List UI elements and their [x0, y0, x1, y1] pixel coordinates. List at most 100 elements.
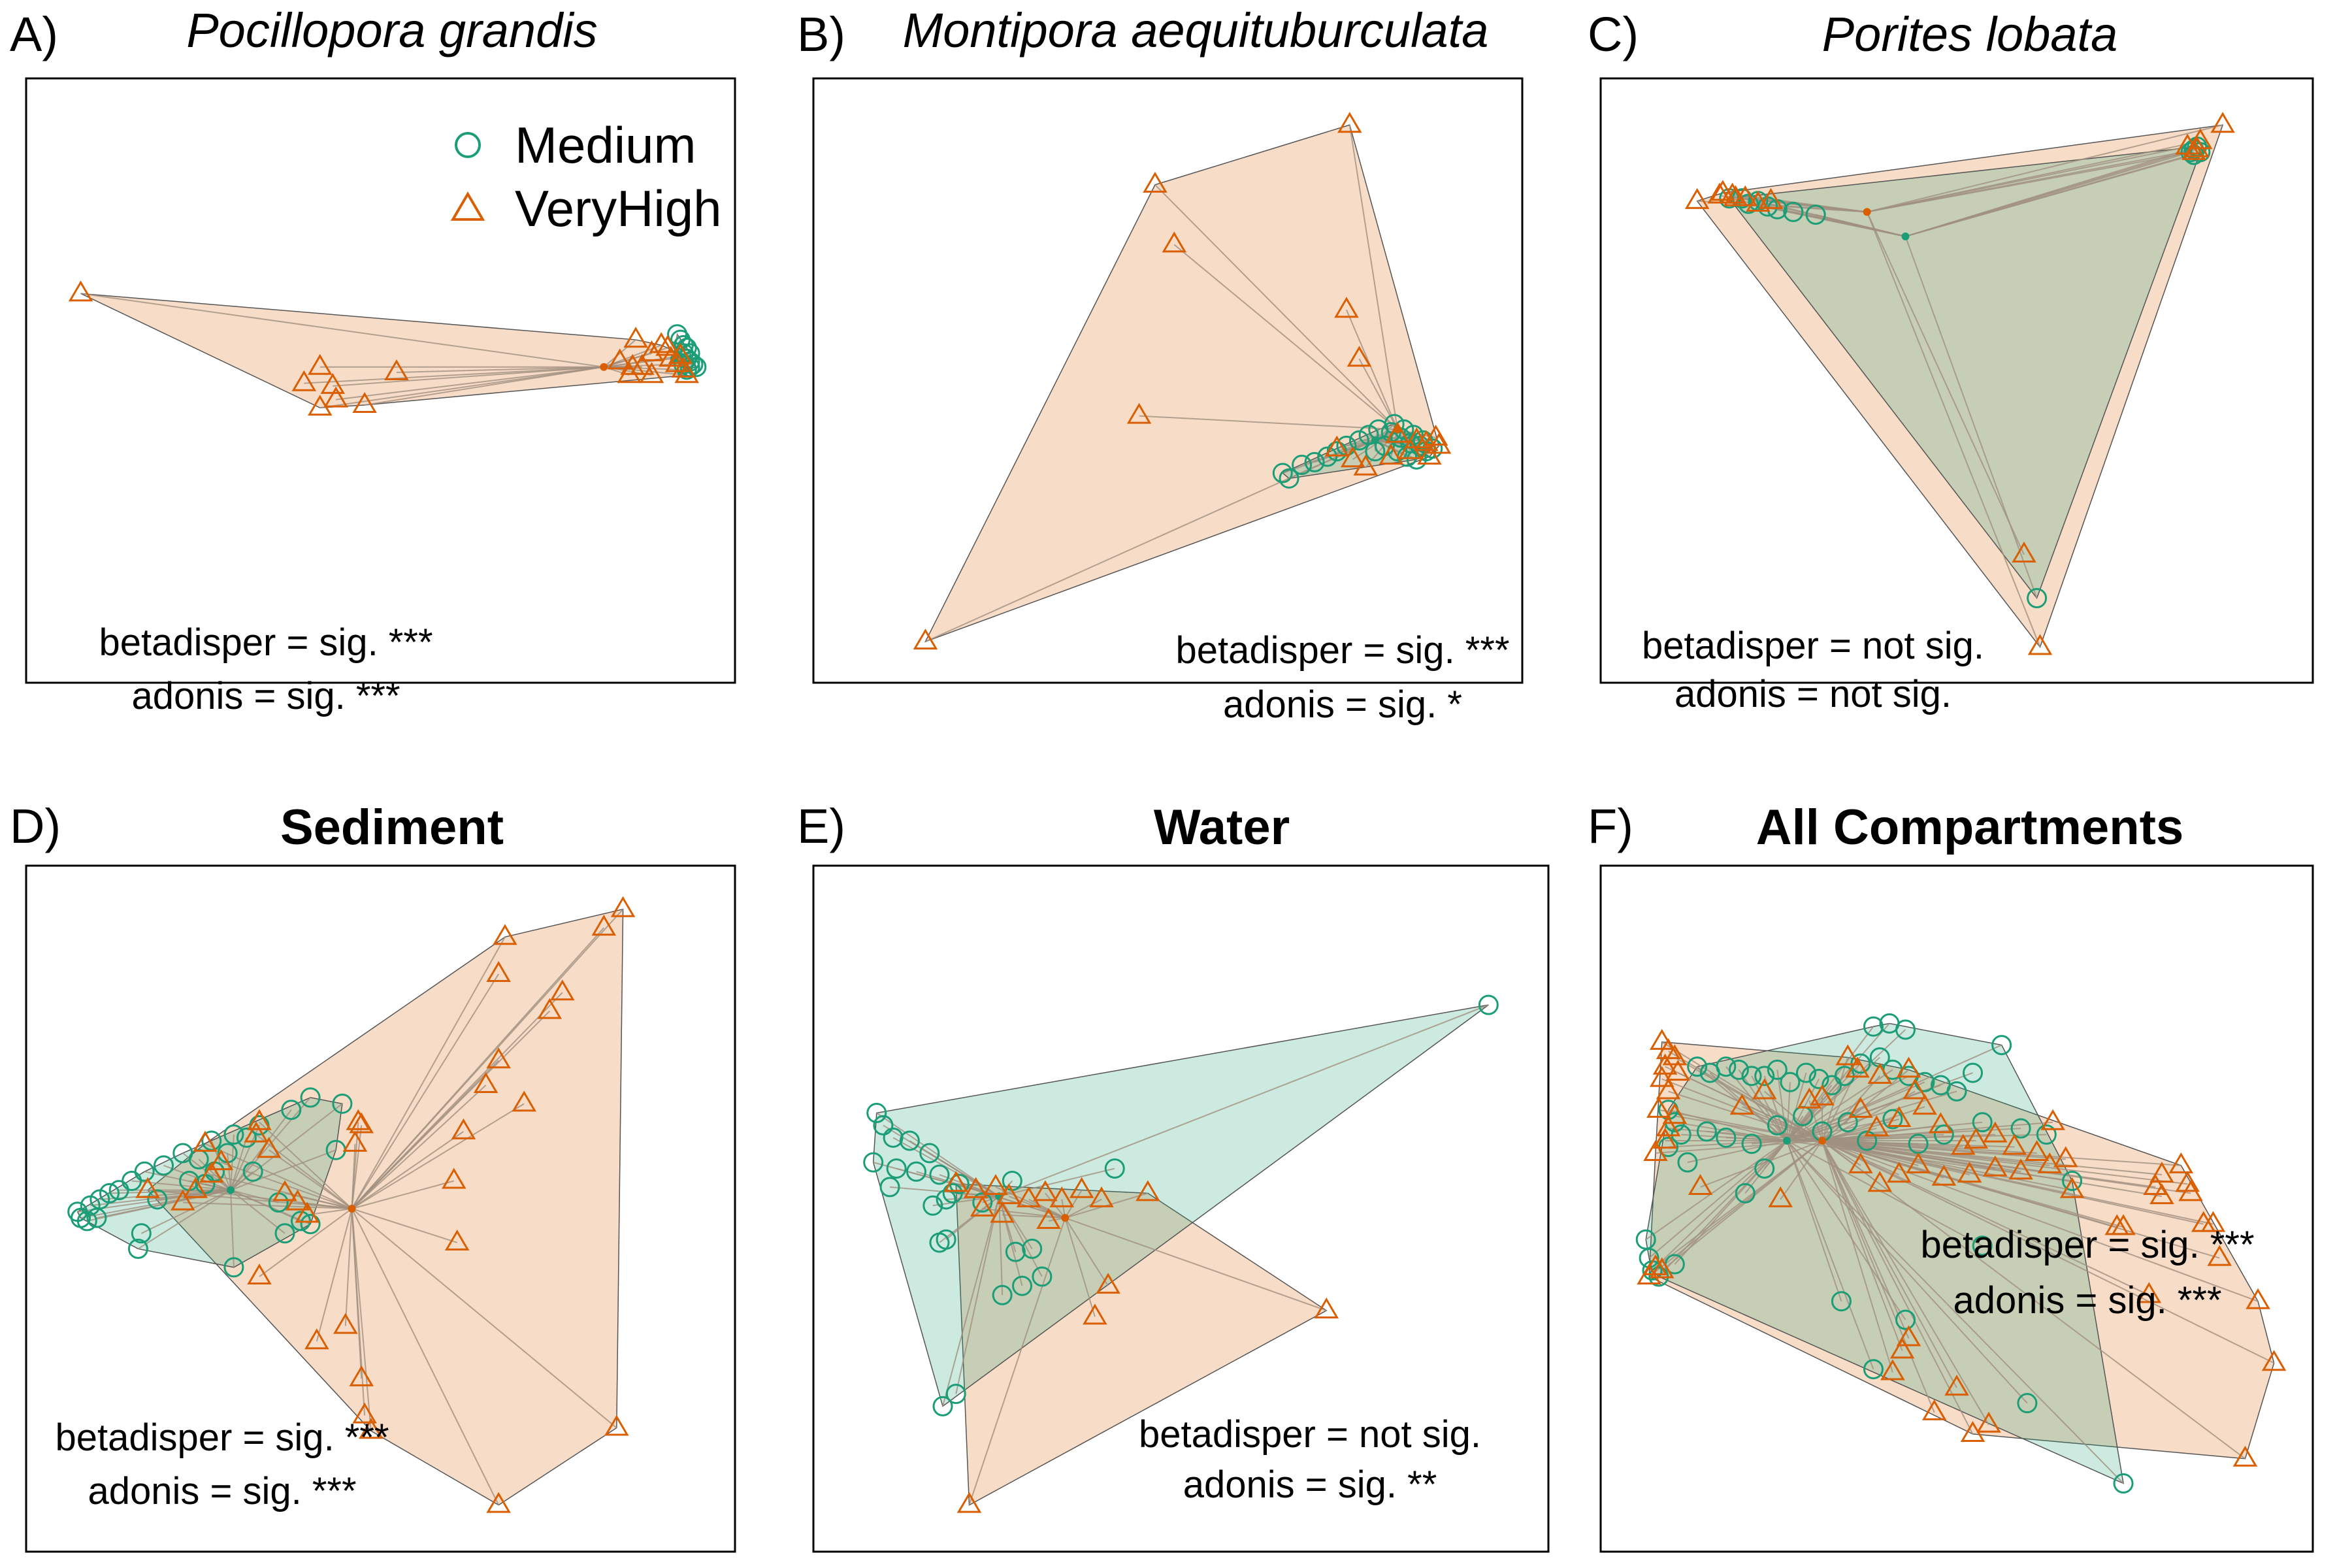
point-veryhigh-33 [1983, 1121, 2008, 1143]
point-veryhigh-5 [1723, 185, 1748, 206]
point-medium-7 [1805, 204, 1826, 225]
point-medium-25 [945, 1384, 966, 1404]
point-medium-22 [1895, 1019, 1916, 1040]
point-veryhigh-3 [486, 960, 511, 982]
panel-3: D) Sediment betadisper = sig. *** adonis = … [10, 799, 736, 1553]
hull-veryhigh [80, 293, 688, 408]
adonis-stat: adonis = sig. *** [88, 1470, 356, 1512]
spider-veryhigh-13 [1866, 212, 2025, 555]
spider-veryhigh-2 [333, 366, 604, 387]
panel-label: F) [1588, 799, 1633, 853]
point-veryhigh-4 [323, 386, 348, 408]
spider-veryhigh-9 [1668, 1128, 1823, 1142]
point-veryhigh-12 [1096, 1273, 1120, 1294]
point-veryhigh-14 [1426, 433, 1452, 454]
spider-veryhigh-12 [1867, 151, 2195, 213]
point-veryhigh-11 [1036, 1207, 1061, 1229]
point-veryhigh-45 [2008, 1158, 2033, 1180]
point-veryhigh-0 [1337, 112, 1362, 133]
spider-medium-29 [204, 1183, 231, 1191]
point-medium-55 [2113, 1473, 2134, 1494]
spider-veryhigh-7 [396, 366, 604, 374]
point-medium-4 [1317, 446, 1338, 467]
point-veryhigh-8 [512, 1090, 536, 1112]
spider-veryhigh-52 [1821, 1140, 2163, 1176]
centroid-medium [1901, 232, 1910, 240]
point-medium-28 [1677, 1152, 1698, 1173]
spider-veryhigh-68 [1821, 1140, 1974, 1435]
point-veryhigh-31 [359, 1418, 384, 1439]
spider-medium-32 [230, 1189, 286, 1234]
point-medium-6 [99, 1183, 120, 1203]
point-veryhigh-10 [442, 1168, 466, 1189]
centroid-veryhigh [1394, 425, 1402, 434]
spider-veryhigh-19 [604, 355, 681, 368]
spider-veryhigh-0 [1348, 125, 1399, 430]
point-medium-7 [906, 1161, 926, 1182]
point-veryhigh-15 [1835, 1044, 1860, 1066]
betadisper-stat: betadisper = sig. *** [1175, 629, 1509, 672]
spider-veryhigh-64 [1821, 1140, 1903, 1351]
point-veryhigh-47 [2059, 1177, 2085, 1198]
point-veryhigh-27 [199, 1162, 224, 1183]
spider-veryhigh-34 [1821, 1140, 2015, 1148]
spider-medium-25 [955, 1196, 1000, 1394]
point-veryhigh-42 [1931, 1164, 1957, 1186]
point-veryhigh-1 [963, 1177, 988, 1198]
spider-veryhigh-0 [1661, 1041, 1823, 1141]
point-veryhigh-30 [1928, 1112, 1953, 1134]
spider-veryhigh-33 [1821, 1134, 1995, 1142]
point-veryhigh-13 [244, 1121, 269, 1143]
point-veryhigh-7 [1324, 435, 1350, 457]
point-veryhigh-8 [623, 327, 648, 348]
point-medium-45 [1735, 1183, 1756, 1203]
point-veryhigh-8 [2210, 112, 2235, 133]
point-veryhigh-35 [2024, 1139, 2050, 1161]
spider-medium-7 [1815, 214, 1906, 237]
point-veryhigh-40 [1886, 1162, 1912, 1183]
spider-medium-24 [942, 1196, 1000, 1407]
spider-veryhigh-10 [1002, 1214, 1066, 1219]
point-veryhigh-6 [486, 1047, 511, 1069]
point-medium-16 [127, 1238, 148, 1259]
spider-veryhigh-13 [255, 1134, 353, 1209]
point-veryhigh-2 [1720, 182, 1745, 204]
point-medium-22 [1012, 1275, 1032, 1296]
legend-triangle-icon [450, 191, 485, 221]
legend-label-medium: Medium [515, 116, 696, 174]
betadisper-stat: betadisper = not sig. [1139, 1413, 1481, 1456]
point-veryhigh-2 [1162, 231, 1187, 253]
point-veryhigh-34 [304, 1328, 329, 1350]
spider-veryhigh-19 [182, 1201, 352, 1209]
point-veryhigh-41 [1906, 1152, 1931, 1173]
spider-veryhigh-3 [304, 366, 604, 384]
point-medium-13 [923, 1195, 943, 1216]
point-veryhigh-1 [591, 915, 617, 936]
spider-medium-46 [1645, 1140, 1788, 1241]
spider-veryhigh-28 [344, 1208, 353, 1326]
point-veryhigh-53 [2168, 1152, 2194, 1173]
spider-medium-53 [1786, 1140, 1906, 1320]
spider-veryhigh-8 [1867, 124, 2223, 213]
point-veryhigh-17 [1867, 1062, 1893, 1084]
spider-veryhigh-5 [1661, 1078, 1823, 1141]
spider-veryhigh-26 [351, 1143, 356, 1209]
point-medium-23 [1422, 438, 1443, 459]
point-veryhigh-5 [537, 998, 563, 1019]
point-medium-53 [1895, 1309, 1916, 1330]
point-medium-3 [76, 1211, 97, 1232]
panel-title: Sediment [280, 800, 504, 855]
point-veryhigh-21 [1810, 1084, 1835, 1105]
point-veryhigh-10 [2185, 136, 2210, 157]
point-veryhigh-14 [256, 1137, 282, 1158]
point-veryhigh-0 [1649, 1028, 1674, 1050]
spider-medium-54 [1786, 1140, 2028, 1404]
spider-veryhigh-12 [1064, 1217, 1109, 1286]
spider-veryhigh-6 [925, 429, 1398, 643]
spider-veryhigh-34 [316, 1208, 353, 1342]
spider-veryhigh-6 [1668, 1090, 1823, 1142]
point-veryhigh-12 [1643, 1254, 1668, 1275]
point-medium-52 [1863, 1359, 1884, 1380]
spider-veryhigh-15 [1064, 1217, 1327, 1311]
